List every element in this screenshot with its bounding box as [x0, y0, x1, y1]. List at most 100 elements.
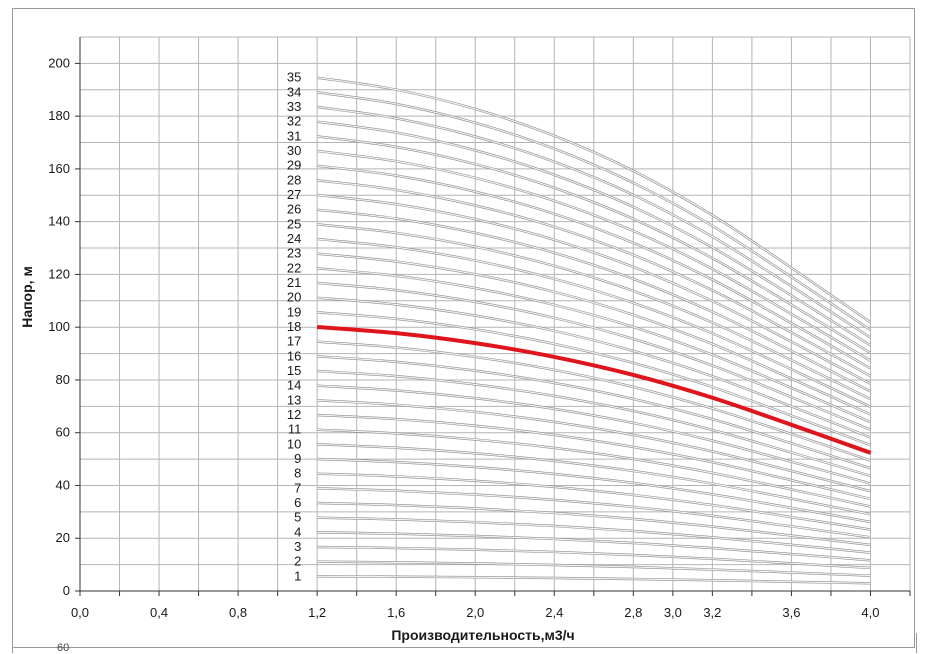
curve-stage-18-highlight [316, 324, 872, 455]
stage-curves [316, 76, 872, 585]
curve-stage-29 [317, 165, 871, 369]
x-tick-labels: 0,0 0,4 0,8 1,2 1,6 2,0 2,4 2,8 3,0 3,2 3,6 4,0 [71, 605, 880, 620]
curve-stage-20 [317, 297, 871, 439]
y-tick-label: 100 [48, 319, 70, 334]
y-tick-label: 160 [48, 161, 70, 176]
curve-stage-16 [317, 355, 871, 469]
stage-label-3: 3 [294, 539, 301, 554]
y-tick-label: 120 [48, 266, 70, 281]
highlighted-curve [316, 324, 872, 455]
curve-stage-6 [317, 502, 871, 546]
stage-label-21: 21 [287, 275, 301, 290]
y-tick-label: 180 [48, 108, 70, 123]
stage-label-30: 30 [287, 143, 301, 158]
x-tick-label: 0,4 [150, 605, 168, 620]
curve-stage-25 [317, 223, 871, 400]
curve-stage-19 [317, 311, 871, 446]
x-tick-label: 0,0 [71, 605, 89, 620]
x-tick-label: 1,2 [308, 605, 326, 620]
grid [80, 36, 911, 591]
curve-stage-2 [317, 561, 871, 577]
stage-label-5: 5 [294, 510, 301, 525]
stage-label-8: 8 [294, 466, 301, 481]
curve-stage-5 [317, 517, 871, 554]
curve-stage-31 [317, 135, 871, 354]
stage-label-13: 13 [287, 392, 301, 407]
curve-stage-30 [317, 150, 871, 362]
curve-stage-32 [317, 121, 871, 346]
axes [75, 37, 911, 596]
curve-stage-17 [317, 341, 871, 462]
y-tick-label: 60 [56, 425, 70, 440]
x-tick-label: 0,8 [229, 605, 247, 620]
stage-label-15: 15 [287, 363, 301, 378]
curve-stage-4 [317, 531, 871, 561]
stage-label-1: 1 [294, 568, 301, 583]
curve-stage-10 [317, 443, 871, 515]
stage-label-34: 34 [287, 84, 301, 99]
below-frame-text: 60 [57, 642, 70, 654]
stage-label-14: 14 [287, 378, 301, 393]
stage-label-24: 24 [287, 231, 301, 246]
x-tick-label: 3,6 [782, 605, 800, 620]
y-axis-title: Напор, м [19, 266, 35, 328]
stage-label-11: 11 [288, 422, 302, 437]
x-tick-label: 3,2 [703, 605, 721, 620]
stage-label-27: 27 [287, 187, 301, 202]
stage-label-7: 7 [294, 480, 301, 495]
x-axis-title: Производительность,м3/ч [391, 627, 574, 643]
x-tick-label: 2,8 [624, 605, 642, 620]
stage-label-35: 35 [287, 70, 301, 85]
curve-stage-11 [317, 429, 871, 508]
stage-label-6: 6 [294, 495, 301, 510]
curve-stage-9 [317, 458, 871, 523]
stage-label-29: 29 [287, 158, 301, 173]
curve-stage-33 [317, 106, 871, 339]
stage-label-2: 2 [294, 554, 301, 569]
curve-stage-12 [317, 414, 871, 500]
curve-stage-26 [317, 209, 871, 392]
stage-label-9: 9 [294, 451, 301, 466]
x-tick-label: 3,0 [664, 605, 682, 620]
curve-stage-22 [317, 267, 871, 423]
curve-stage-34 [317, 91, 871, 331]
stage-label-19: 19 [287, 304, 301, 319]
stage-label-4: 4 [294, 524, 301, 539]
curve-stage-23 [317, 253, 871, 415]
y-tick-label: 140 [48, 214, 70, 229]
stage-label-25: 25 [287, 216, 301, 231]
curve-stage-21 [317, 282, 871, 431]
stage-label-17: 17 [287, 334, 301, 349]
curve-stage-28 [317, 179, 871, 377]
stage-label-12: 12 [287, 407, 301, 422]
curve-stage-14 [317, 385, 871, 485]
x-tick-label: 2,0 [466, 605, 484, 620]
stage-label-23: 23 [287, 246, 301, 261]
curve-stage-27 [317, 194, 871, 385]
below-frame: 60 [12, 633, 917, 654]
stage-label-33: 33 [287, 99, 301, 114]
curve-stage-7 [317, 487, 871, 538]
stage-label-10: 10 [287, 436, 301, 451]
y-tick-label: 80 [56, 372, 70, 387]
curve-stage-1 [317, 575, 871, 584]
stage-label-22: 22 [287, 260, 301, 275]
curve-stage-8 [317, 473, 871, 531]
curve-stage-35 [317, 77, 871, 323]
curve-stage-15 [317, 370, 871, 477]
stage-label-32: 32 [287, 114, 301, 129]
curve-stage-13 [317, 399, 871, 492]
x-tick-label: 2,4 [545, 605, 563, 620]
curve-stage-3 [317, 546, 871, 569]
x-tick-label: 1,6 [387, 605, 405, 620]
x-tick-label: 4,0 [861, 605, 879, 620]
stage-label-20: 20 [287, 290, 301, 305]
y-tick-label: 20 [56, 530, 70, 545]
stage-label-28: 28 [287, 172, 301, 187]
stage-label-31: 31 [287, 128, 301, 143]
stage-label-16: 16 [287, 348, 301, 363]
stage-labels: 1234567891011121314151617181920212223242… [287, 70, 301, 584]
stage-label-26: 26 [287, 202, 301, 217]
curve-stage-24 [317, 238, 871, 408]
